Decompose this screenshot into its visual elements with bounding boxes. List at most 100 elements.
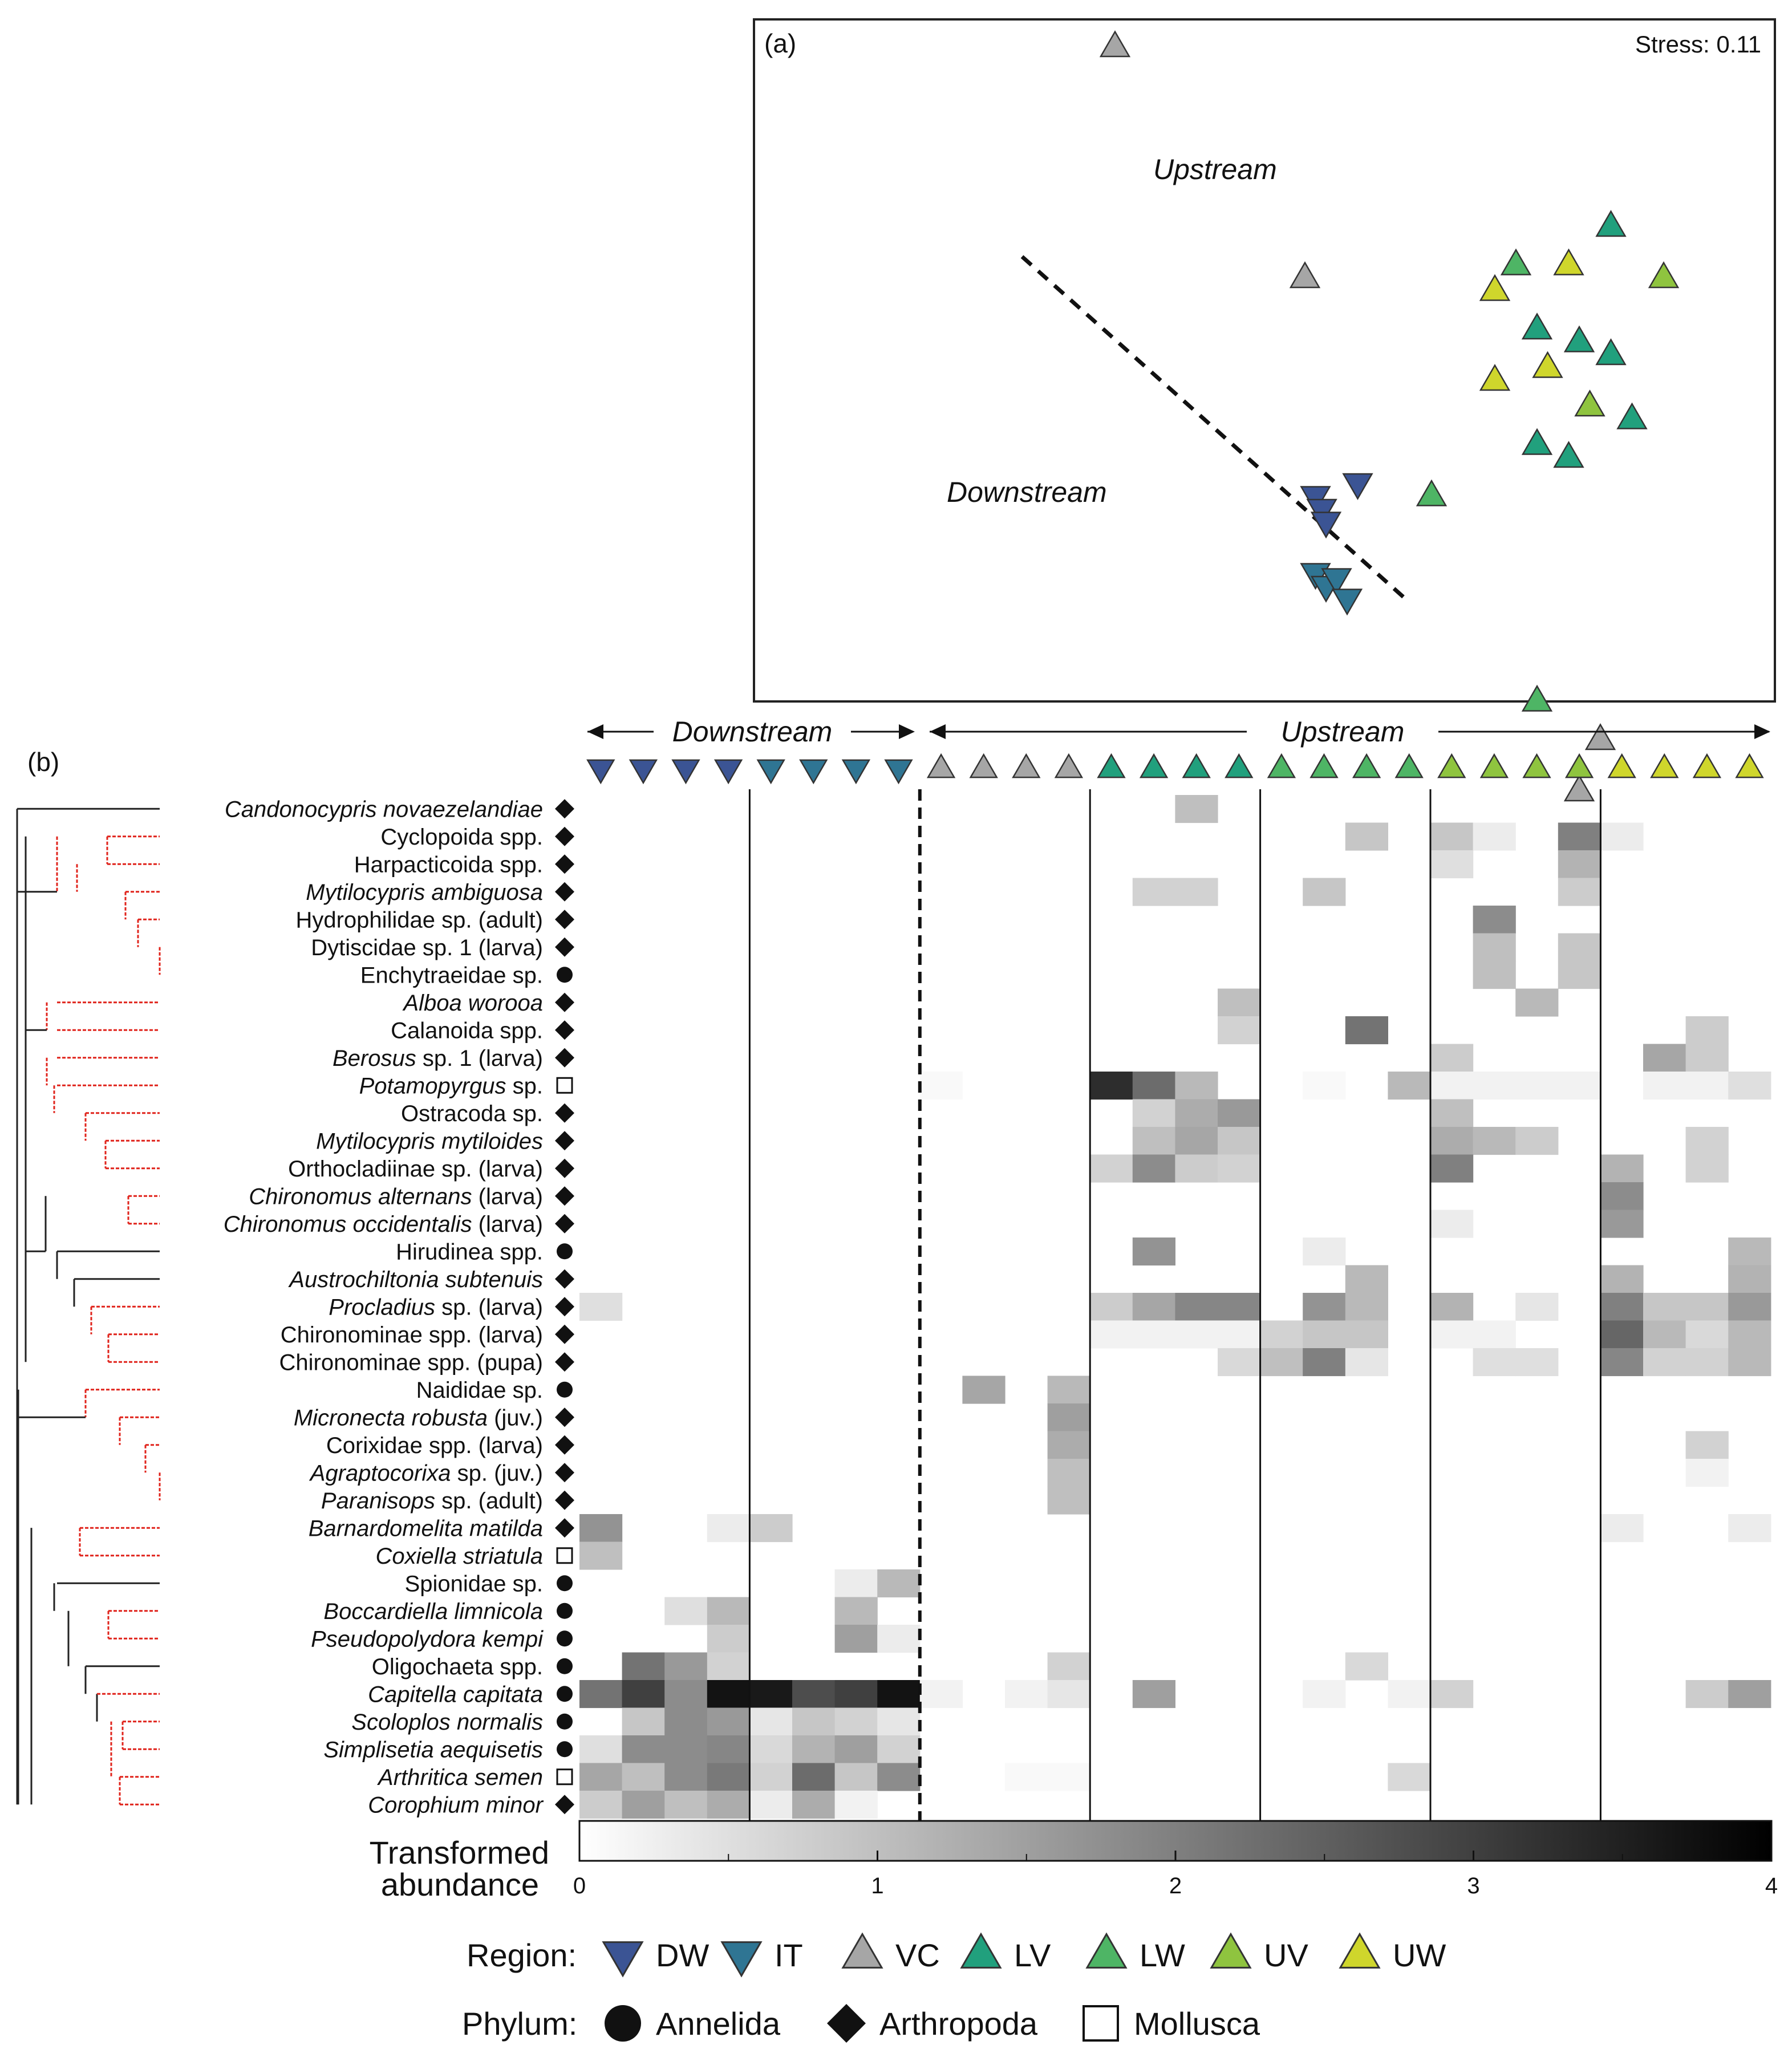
taxon-label: Enchytraeidae sp.	[360, 963, 543, 988]
annelida-marker	[557, 1630, 573, 1647]
legend-label-arthropoda: Arthropoda	[879, 2006, 1038, 2042]
arthropoda-marker	[555, 937, 574, 957]
colorbar-tick-label: 3	[1467, 1873, 1479, 1898]
taxon-label: Mytilocypris mytiloides	[316, 1129, 543, 1154]
arthropoda-marker	[555, 910, 574, 930]
ordination-frame	[753, 18, 1776, 703]
heat-cell	[792, 1707, 836, 1736]
point-lv-4	[1521, 313, 1553, 340]
taxon-label: Ostracoda sp.	[401, 1101, 543, 1126]
sample-marker-vc	[969, 753, 998, 778]
heat-cell	[1643, 1044, 1686, 1072]
taxon-label: Calanoida spp.	[391, 1018, 543, 1043]
heat-cell	[664, 1680, 708, 1709]
heat-cell	[834, 1569, 878, 1598]
arthropoda-marker	[555, 1103, 574, 1123]
heatmap-panel: (b) Downstream Upstream Candonocypris no…	[16, 714, 1771, 1830]
taxon-label: Corophium minor	[368, 1792, 544, 1817]
sample-marker-lv	[1139, 753, 1169, 778]
taxon-label: Austrochiltonia subtenuis	[288, 1267, 543, 1292]
annelida-marker	[557, 1243, 573, 1260]
sample-marker-dw	[586, 759, 615, 785]
sample-marker-it	[799, 759, 828, 785]
heat-cell	[1218, 1016, 1261, 1045]
heat-cell	[1685, 1072, 1729, 1100]
downstream-header: Downstream	[587, 714, 915, 748]
heat-cell	[1558, 850, 1601, 879]
heat-cell	[1728, 1238, 1771, 1266]
heat-cell	[1473, 1072, 1516, 1100]
point-it-4	[1331, 589, 1363, 616]
heat-cell	[1515, 1348, 1559, 1377]
legend-label-lv: LV	[1014, 1937, 1051, 1973]
heat-cell	[1728, 1514, 1771, 1543]
legend-marker-it	[720, 1941, 763, 1978]
heat-cell	[1685, 1680, 1729, 1709]
heat-cell	[1132, 1293, 1175, 1321]
heat-cell	[1175, 1293, 1218, 1321]
heat-cell	[707, 1652, 750, 1681]
heat-cell	[1430, 1127, 1474, 1155]
colorbar-tick-label: 4	[1765, 1873, 1778, 1898]
heat-cell	[1430, 822, 1474, 851]
colorbar-tick-label: 0	[573, 1873, 586, 1898]
heat-cell	[1558, 933, 1601, 961]
annelida-marker	[557, 1741, 573, 1758]
arthropoda-marker	[555, 1795, 574, 1815]
heat-cell	[792, 1735, 836, 1764]
legend-arthropoda-marker	[827, 2004, 866, 2043]
taxon-label: Chironominae spp. (pupa)	[279, 1350, 543, 1375]
taxon-label: Agraptocorixa sp. (juv.)	[309, 1460, 543, 1486]
arthropoda-marker	[555, 1407, 574, 1427]
heat-cell	[1260, 1348, 1303, 1377]
region-legend-title: Region:	[467, 1937, 577, 1973]
heat-cell	[1345, 822, 1388, 851]
heat-cell	[1175, 1154, 1218, 1183]
heat-cell	[1430, 850, 1474, 879]
heat-cell	[1345, 1293, 1388, 1321]
point-it-3	[1321, 568, 1352, 595]
legend-annelida-marker	[605, 2005, 641, 2042]
annelida-marker	[557, 1575, 573, 1592]
heat-cell	[1047, 1680, 1090, 1709]
point-vc-1	[1099, 30, 1131, 58]
point-lv-3	[1595, 338, 1627, 366]
heat-cell	[1473, 1127, 1516, 1155]
point-dw-2	[1342, 473, 1373, 500]
point-vc-4	[1563, 774, 1595, 802]
arthropoda-marker	[555, 854, 574, 874]
heat-cell	[877, 1569, 921, 1598]
heat-cell	[749, 1680, 793, 1709]
legend-marker-dw	[602, 1941, 644, 1978]
heat-cell	[579, 1541, 623, 1570]
heat-cell	[1430, 1320, 1474, 1349]
heat-cell	[1132, 1238, 1175, 1266]
legend-marker-lv	[960, 1932, 1002, 1969]
legend-label-dw: DW	[656, 1937, 709, 1973]
heat-cell	[877, 1763, 921, 1791]
heat-cell	[1473, 1348, 1516, 1377]
legend-label-vc: VC	[895, 1937, 940, 1973]
heat-cell	[1430, 1154, 1474, 1183]
heat-cell	[1218, 988, 1261, 1017]
heat-cell	[1685, 1044, 1729, 1072]
heat-cell	[1218, 1099, 1261, 1127]
stress-value: Stress: 0.11	[1635, 31, 1761, 58]
heat-cell	[1728, 1072, 1771, 1100]
annelida-marker	[557, 1713, 573, 1730]
heat-cell	[1175, 1127, 1218, 1155]
point-uw-2	[1553, 248, 1584, 275]
arthropoda-marker	[555, 1214, 574, 1234]
panel-a-label: (a)	[764, 29, 796, 58]
legend-mollusca-marker	[1083, 2005, 1119, 2042]
taxon-label: Paranisops sp. (adult)	[321, 1488, 543, 1514]
heat-cell	[1132, 1127, 1175, 1155]
annelida-marker	[557, 967, 573, 983]
heat-cell	[919, 1680, 963, 1709]
point-vc-2	[1289, 261, 1321, 289]
legend-marker-lw	[1085, 1932, 1128, 1969]
heat-cell	[1132, 1680, 1175, 1709]
heat-cell	[1473, 961, 1516, 989]
heat-cell	[622, 1735, 665, 1764]
